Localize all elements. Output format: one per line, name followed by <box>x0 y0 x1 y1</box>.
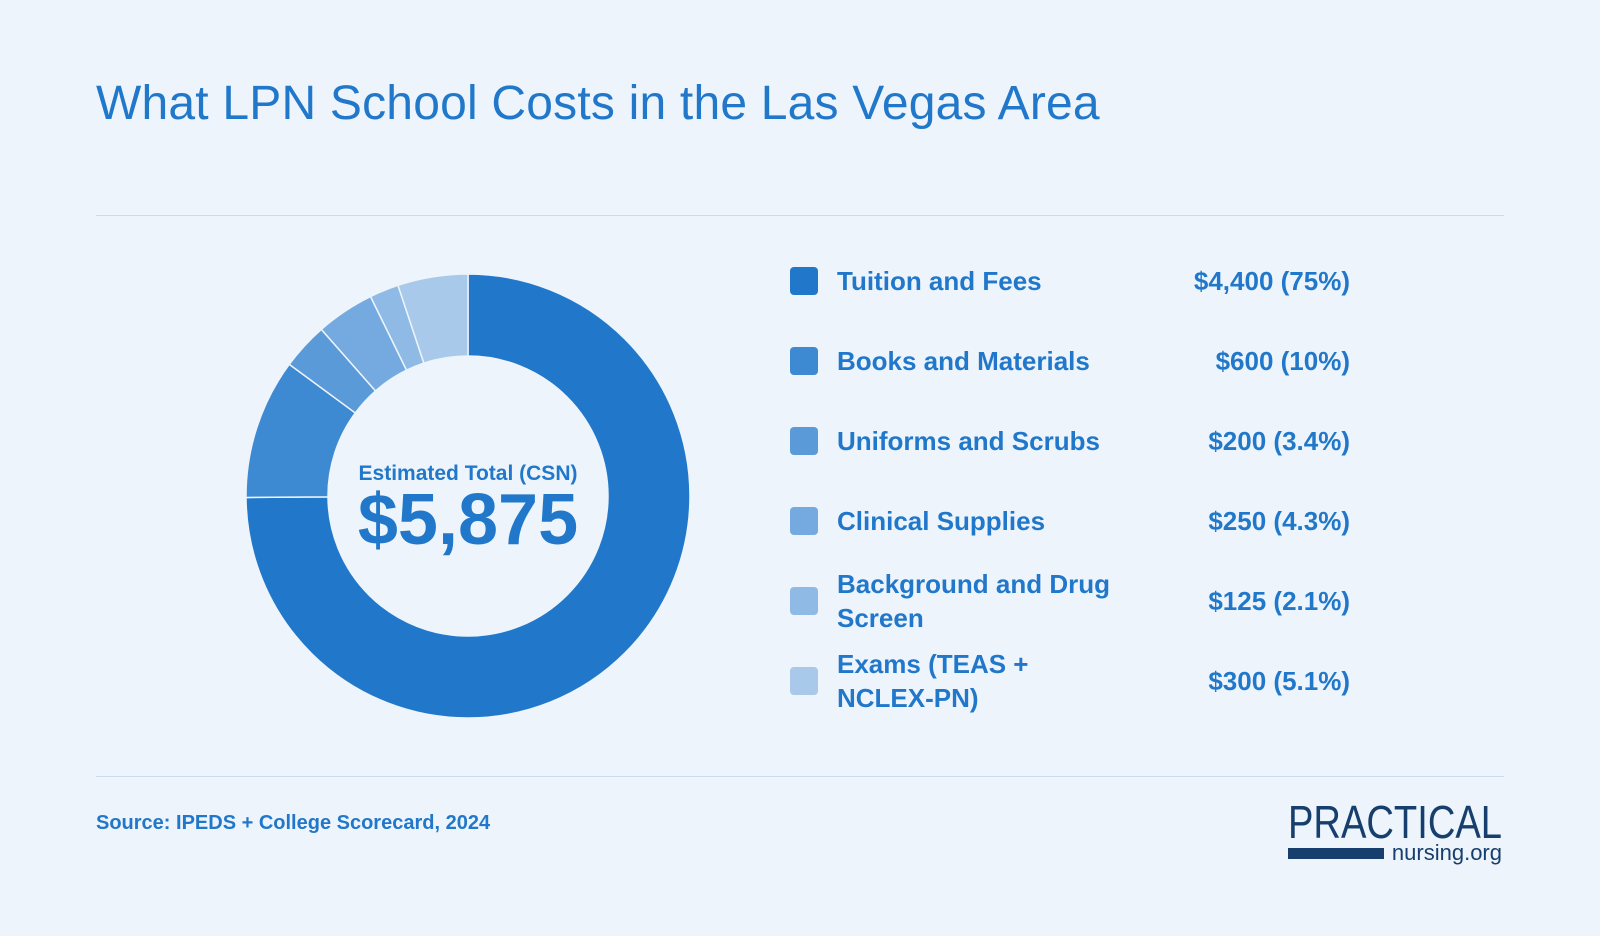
donut-slice-tuition <box>246 274 690 718</box>
legend-swatch <box>790 347 818 375</box>
legend-value: $250 (4.3%) <box>1208 505 1350 536</box>
logo-top-text: PRACTICAL <box>1288 798 1502 848</box>
legend-item-exams: Exams (TEAS + NCLEX-PN) $300 (5.1%) <box>790 646 1350 716</box>
legend-label: Tuition and Fees <box>837 266 1042 296</box>
top-divider <box>96 215 1504 216</box>
legend-label: Background and Drug Screen <box>837 569 1111 633</box>
legend-swatch <box>790 507 818 535</box>
legend-item-uniforms: Uniforms and Scrubs $200 (3.4%) <box>790 406 1350 476</box>
legend-value: $125 (2.1%) <box>1208 585 1350 616</box>
logo-bottom-text: nursing.org <box>1392 840 1502 865</box>
legend-item-background: Background and Drug Screen $125 (2.1%) <box>790 566 1350 636</box>
legend-swatch <box>790 267 818 295</box>
donut-chart <box>246 274 690 718</box>
legend-value: $4,400 (75%) <box>1193 265 1350 296</box>
legend-item-tuition: Tuition and Fees $4,400 (75%) <box>790 246 1350 316</box>
source-note: Source: IPEDS + College Scorecard, 2024 <box>96 812 491 834</box>
legend-value: $600 (10%) <box>1215 345 1350 376</box>
legend-swatch <box>790 587 818 615</box>
legend-label: Books and Materials <box>837 346 1090 376</box>
legend-label: Uniforms and Scrubs <box>837 426 1100 456</box>
legend-value: $200 (3.4%) <box>1208 425 1350 456</box>
donut-slice-exams <box>397 274 469 365</box>
legend-swatch <box>790 667 818 695</box>
center-label: Estimated Total (CSN) <box>358 462 578 485</box>
legend-item-books: Books and Materials $600 (10%) <box>790 326 1350 396</box>
legend-label: Clinical Supplies <box>837 506 1046 536</box>
legend-swatch <box>790 427 818 455</box>
legend-item-clinical: Clinical Supplies $250 (4.3%) <box>790 486 1350 556</box>
bottom-divider <box>96 776 1504 777</box>
legend-value: $300 (5.1%) <box>1208 665 1350 696</box>
logo-bar <box>1288 848 1384 859</box>
legend-label: Exams (TEAS + NCLEX-PN) <box>837 649 1029 713</box>
center-total-value: $5,875 <box>357 480 579 560</box>
page-title: What LPN School Costs in the Las Vegas A… <box>96 77 1100 130</box>
practicalnursing-logo: PRACTICAL nursing.org <box>1288 798 1502 865</box>
